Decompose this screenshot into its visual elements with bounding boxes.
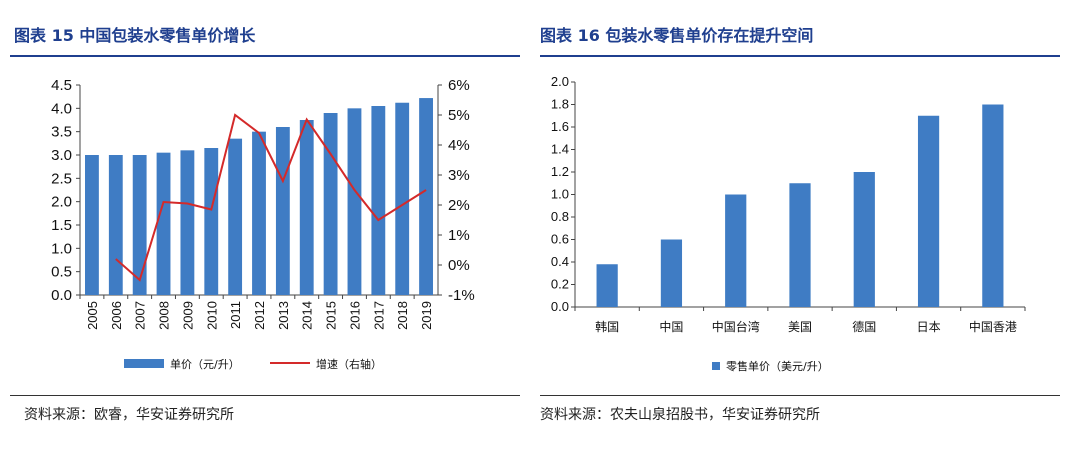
y-tick-label: 1.4: [551, 142, 569, 157]
legend-bar-swatch: [712, 362, 720, 370]
price-bar: [252, 131, 266, 295]
price-bar: [275, 127, 290, 295]
left-y-tick-label: 0.5: [51, 264, 72, 281]
right-source-note: 资料来源：农夫山泉招股书，华安证券研究所: [540, 407, 820, 423]
price-bar: [419, 98, 433, 295]
x-tick-label: 2018: [395, 301, 410, 330]
x-tick-label: 2017: [371, 301, 386, 330]
right-y-tick-label: 0%: [448, 257, 470, 274]
right-plot-area: 0.0 0.2 0.4 0.6 0.8 1.0 1.2 1.4 1.6 1.8 2.0 韩国 中国 中国台…: [551, 74, 1026, 334]
left-chart: 0.0 0.5 1.0 1.5 2.0 2.5 3.0 3.5 4.0 4.5 -1% 0% 1% 2% 3…: [51, 77, 475, 371]
price-bar: [395, 102, 410, 295]
price-bar: [725, 194, 747, 307]
price-bar: [917, 115, 940, 307]
price-bar: [132, 155, 147, 295]
y-tick-label: 0.2: [551, 277, 569, 292]
right-chart-title: 图表 16 包装水零售单价存在提升空间: [540, 26, 814, 45]
y-tick-label: 0.0: [551, 299, 569, 314]
x-tick-label: 2009: [180, 301, 195, 330]
x-tick-label: 2012: [252, 301, 267, 330]
right-y-tick-label: 4%: [448, 137, 470, 154]
x-tick-label: 美国: [788, 320, 812, 334]
x-tick-label: 德国: [852, 319, 876, 334]
x-tick-label: 日本: [917, 320, 941, 334]
legend-line-label: 增速（右轴）: [316, 357, 382, 371]
y-tick-label: 0.8: [551, 209, 569, 224]
price-bar: [108, 155, 123, 295]
price-bar: [228, 138, 243, 295]
x-tick-label: 2006: [109, 301, 124, 330]
right-y-tick-label: 6%: [448, 77, 470, 94]
right-y-tick-label: 1%: [448, 227, 470, 244]
x-tick-label: 2007: [133, 301, 148, 330]
left-source-rule: [10, 395, 520, 396]
right-title-rule: [540, 55, 1060, 57]
x-tick-label: 中国: [659, 319, 683, 334]
legend-bar-label: 单价（元/升）: [170, 358, 240, 371]
left-y-tick-label: 3.5: [51, 124, 72, 141]
right-chart: 0.0 0.2 0.4 0.6 0.8 1.0 1.2 1.4 1.6 1.8 2.0 韩国 中国 中国台…: [551, 74, 1026, 373]
y-tick-label: 1.0: [551, 187, 569, 202]
price-bar: [323, 113, 338, 295]
y-tick-label: 0.6: [551, 232, 569, 247]
left-y-tick-label: 2.0: [51, 194, 72, 211]
left-plot-area: 0.0 0.5 1.0 1.5 2.0 2.5 3.0 3.5 4.0 4.5 -1% 0% 1% 2% 3…: [51, 77, 475, 330]
left-legend: 单价（元/升） 增速（右轴）: [124, 357, 382, 371]
left-y-tick-label: 1.0: [51, 240, 72, 257]
left-source-note: 资料来源：欧睿，华安证券研究所: [24, 407, 234, 423]
x-tick-label: 2014: [300, 301, 315, 330]
left-title-rule: [10, 55, 520, 57]
left-y-tick-label: 4.0: [51, 100, 72, 117]
x-tick-label: 2013: [276, 301, 291, 330]
x-tick-label: 中国香港: [969, 319, 1017, 334]
price-bar: [596, 264, 618, 307]
y-tick-label: 0.4: [551, 254, 569, 269]
left-y-tick-label: 2.5: [51, 170, 72, 187]
left-y-tick-label: 0.0: [51, 287, 72, 304]
right-y-tick-label: 3%: [448, 167, 470, 184]
x-tick-label: 中国台湾: [712, 319, 760, 334]
price-bar: [156, 152, 171, 295]
y-tick-label: 2.0: [551, 74, 569, 89]
left-y-tick-label: 1.5: [51, 217, 72, 234]
price-bar: [85, 155, 99, 295]
right-y-tick-label: 5%: [448, 107, 470, 124]
growth-line: [115, 113, 427, 282]
x-tick-label: 2019: [419, 301, 434, 330]
y-tick-label: 1.8: [551, 97, 569, 112]
x-tick-label: 2016: [347, 301, 362, 330]
x-tick-label: 韩国: [595, 319, 619, 334]
x-tick-label: 2010: [204, 301, 219, 330]
price-bar: [371, 106, 386, 295]
right-y-tick-label: -1%: [448, 287, 475, 304]
right-y-tick-label: 2%: [448, 197, 470, 214]
legend-bar-swatch: [124, 359, 164, 368]
right-source-rule: [540, 395, 1060, 396]
y-tick-label: 1.2: [551, 164, 569, 179]
y-tick-label: 1.6: [551, 119, 569, 134]
price-bar: [982, 104, 1004, 307]
price-bar: [789, 183, 811, 307]
price-bar: [347, 108, 362, 295]
left-chart-title: 图表 15 中国包装水零售单价增长: [14, 26, 256, 45]
left-y-tick-label: 3.0: [51, 147, 72, 164]
x-tick-label: 2011: [228, 301, 243, 329]
price-bar: [180, 150, 195, 295]
price-bar: [204, 148, 219, 295]
x-tick-label: 2005: [85, 301, 100, 330]
price-bar: [299, 120, 314, 295]
legend-bar-label: 零售单价（美元/升）: [726, 359, 829, 373]
price-bar: [660, 239, 683, 307]
price-bar: [853, 172, 875, 307]
x-tick-label: 2015: [324, 301, 339, 330]
left-y-tick-label: 4.5: [51, 77, 72, 94]
right-legend: 零售单价（美元/升）: [712, 359, 829, 373]
x-tick-label: 2008: [157, 301, 172, 330]
